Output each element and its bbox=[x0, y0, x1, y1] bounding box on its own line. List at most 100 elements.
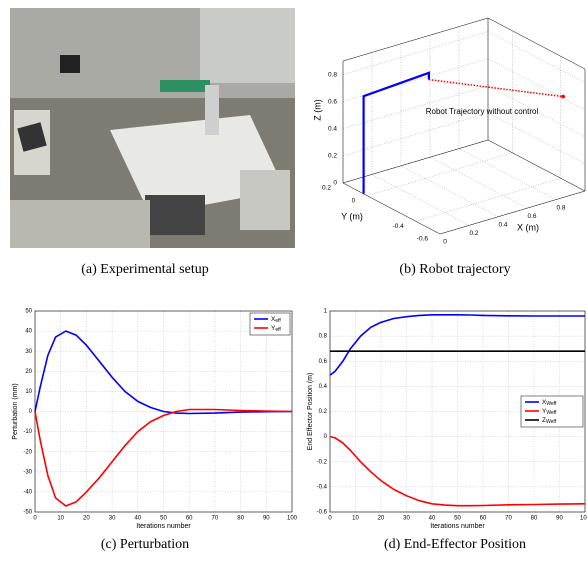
legend-box bbox=[249, 312, 291, 336]
x-tick-label: 20 bbox=[378, 516, 385, 522]
x-tick-label: 0.4 bbox=[498, 222, 507, 229]
x-tick-label: 40 bbox=[134, 516, 141, 522]
axis-edge bbox=[487, 139, 586, 192]
x-tick-label: 50 bbox=[454, 516, 461, 522]
trajectory bbox=[362, 71, 430, 194]
x-tick-label: 80 bbox=[531, 516, 538, 522]
grid-line bbox=[487, 31, 586, 83]
legend-label: YWeff bbox=[542, 408, 557, 417]
x-tick-label: 70 bbox=[212, 516, 219, 522]
caption: (d) End-Effector Position bbox=[384, 537, 526, 552]
x-axis-label: Iterations number bbox=[430, 523, 485, 530]
plot-frame bbox=[329, 310, 586, 513]
legend-subscript: Weff bbox=[546, 401, 557, 407]
z-tick-label: 0.4 bbox=[328, 125, 337, 132]
y-tick-label: -0.4 bbox=[393, 223, 405, 230]
x-tick-label: 60 bbox=[480, 516, 487, 522]
legend-name: Y bbox=[271, 325, 276, 332]
legend-name: Z bbox=[542, 417, 546, 424]
x-tick-label: 10 bbox=[352, 516, 359, 522]
grid-line bbox=[487, 58, 586, 110]
y-tick-label: 1 bbox=[324, 309, 328, 315]
grid-line bbox=[342, 31, 489, 75]
x-tick-label: 0.8 bbox=[556, 204, 565, 211]
x-tick-label: 70 bbox=[505, 516, 512, 522]
annotation: Robot Trajectory without control bbox=[426, 107, 539, 116]
axis-edge bbox=[342, 139, 489, 184]
legend-subscript: eff bbox=[275, 327, 281, 333]
y-tick-label: 0.6 bbox=[319, 359, 328, 365]
y-tick-label: 0.8 bbox=[319, 334, 328, 340]
x-tick-label: 30 bbox=[403, 516, 410, 522]
legend-label: Yeff bbox=[271, 325, 281, 334]
y-tick-label: 0 bbox=[324, 434, 328, 440]
legend-subscript: Weff bbox=[546, 410, 557, 416]
y-tick-label: 0.2 bbox=[319, 409, 328, 415]
line bbox=[34, 408, 293, 507]
legend-label: ZWeff bbox=[542, 417, 557, 426]
z-axis-label: Z (m) bbox=[312, 99, 322, 121]
axis-edge bbox=[439, 190, 586, 235]
grid-line bbox=[400, 165, 499, 218]
y-tick-label: 30 bbox=[25, 349, 32, 355]
grid-line bbox=[487, 85, 586, 137]
y-tick-label: 50 bbox=[25, 309, 32, 315]
x-tick-label: 30 bbox=[109, 516, 116, 522]
x-tick-label: 100 bbox=[287, 516, 298, 522]
y-axis-label: Perturbation (mm) bbox=[12, 383, 19, 439]
x-tick-label: 50 bbox=[160, 516, 167, 522]
y-tick-label: -40 bbox=[23, 489, 32, 495]
axis-edge bbox=[342, 17, 489, 62]
z-tick-label: 0.8 bbox=[328, 71, 337, 78]
end-marker bbox=[561, 94, 566, 99]
y-tick-label: 0 bbox=[352, 197, 356, 204]
grid-line bbox=[429, 156, 528, 209]
z-tick-label: 0.6 bbox=[328, 98, 337, 105]
photo bbox=[10, 8, 295, 248]
legend-subscript: eff bbox=[275, 318, 281, 324]
z-tick-label: 0.2 bbox=[328, 153, 337, 160]
legend-label: XWeff bbox=[542, 399, 557, 408]
y-tick-label: -0.6 bbox=[317, 510, 328, 516]
grid-line bbox=[371, 174, 470, 226]
x-tick-label: 90 bbox=[263, 516, 270, 522]
z-tick-label: 0 bbox=[333, 180, 337, 187]
x-tick-label: 100 bbox=[580, 516, 587, 522]
caption: (c) Perturbation bbox=[101, 537, 189, 552]
x-tick-label: 60 bbox=[186, 516, 193, 522]
y-tick-label: 0.2 bbox=[322, 185, 331, 192]
y-axis-label: End Effector Position (m) bbox=[307, 373, 314, 451]
line bbox=[34, 330, 293, 415]
caption: (a) Experimental setup bbox=[81, 262, 209, 277]
y-tick-label: -50 bbox=[23, 510, 32, 516]
x-axis-label: X (m) bbox=[517, 222, 539, 232]
x-tick-label: 0 bbox=[328, 516, 332, 522]
x-tick-label: 20 bbox=[83, 516, 90, 522]
grid-line bbox=[367, 152, 513, 196]
grid-line bbox=[487, 112, 586, 165]
grid-line bbox=[342, 112, 489, 157]
y-tick-label: 0 bbox=[29, 409, 33, 415]
legend-name: X bbox=[542, 399, 547, 406]
x-tick-label: 0 bbox=[443, 239, 447, 246]
x-axis-label: Iterations number bbox=[136, 523, 191, 530]
axis-edge bbox=[342, 182, 441, 235]
line bbox=[329, 314, 585, 376]
y-tick-label: -10 bbox=[23, 429, 32, 435]
axis-edge bbox=[487, 17, 586, 70]
legend-label: Xeff bbox=[271, 316, 281, 325]
x-tick-label: 0.6 bbox=[527, 213, 536, 220]
caption: (b) Robot trajectory bbox=[399, 262, 510, 277]
legend-name: X bbox=[271, 316, 276, 323]
y-tick-label: -0.6 bbox=[417, 236, 429, 243]
grid-line bbox=[458, 148, 557, 200]
y-tick-label: -0.4 bbox=[317, 484, 328, 490]
trajectory bbox=[428, 78, 564, 98]
x-tick-label: 0 bbox=[33, 516, 37, 522]
y-tick-label: -20 bbox=[23, 449, 32, 455]
x-tick-label: 0.2 bbox=[469, 230, 478, 237]
y-tick-label: 40 bbox=[25, 329, 32, 335]
x-tick-label: 40 bbox=[429, 516, 436, 522]
